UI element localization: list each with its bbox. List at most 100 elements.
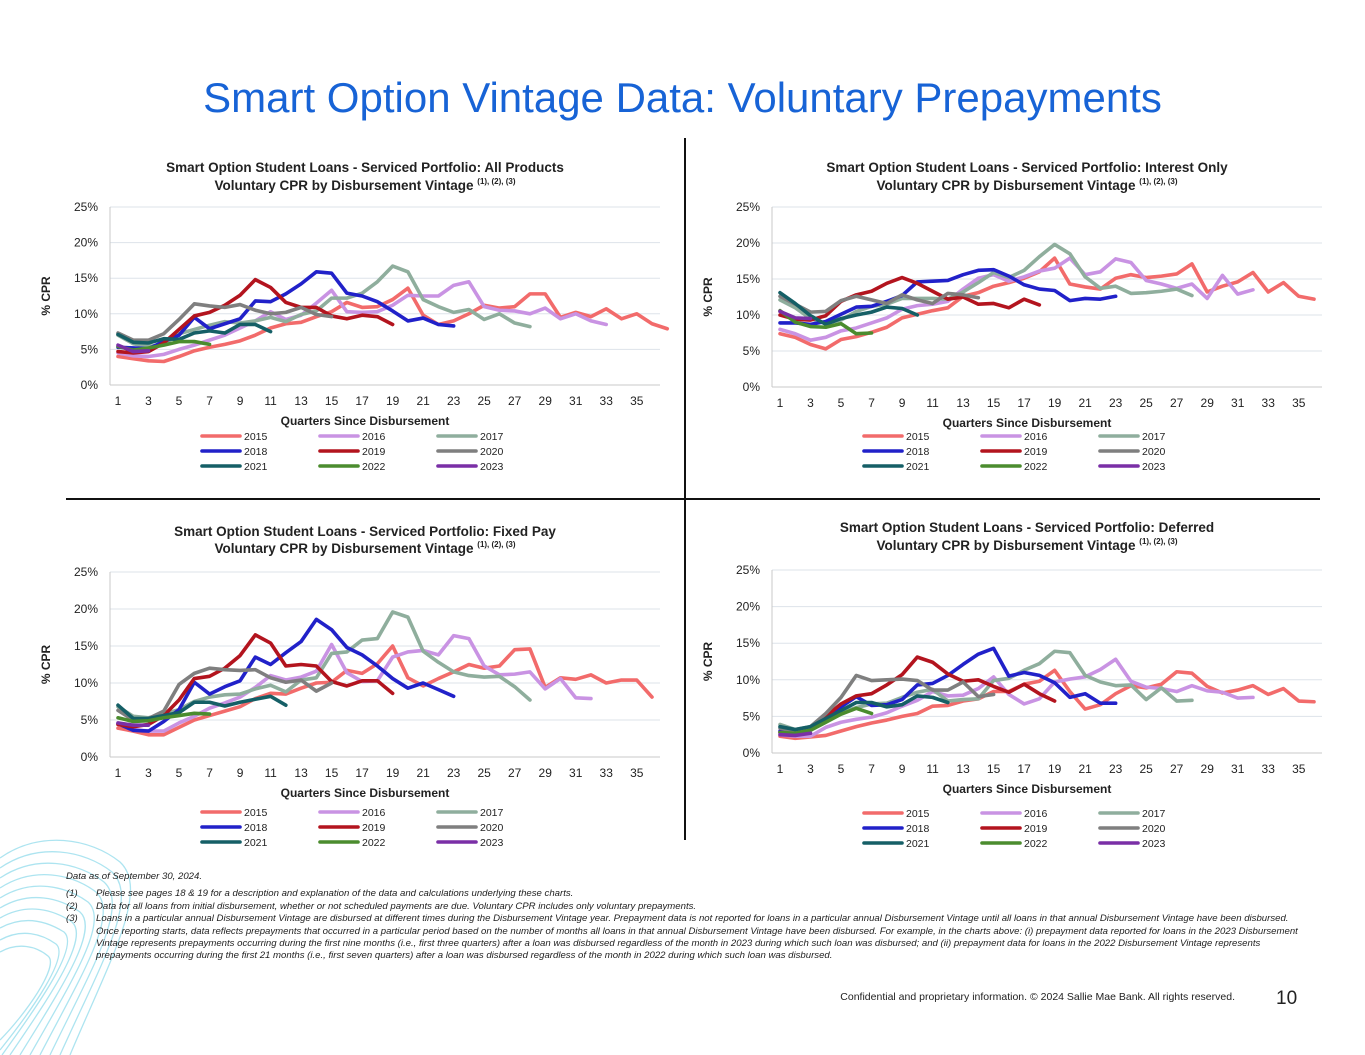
x-tick-label: 13 xyxy=(294,766,308,780)
y-axis-label: % CPR xyxy=(702,641,715,681)
y-tick-label: 5% xyxy=(81,342,99,356)
x-axis-label: Quarters Since Disbursement xyxy=(943,782,1112,796)
legend-label-2023: 2023 xyxy=(480,461,504,473)
x-tick-label: 23 xyxy=(447,766,461,780)
chart-title: Smart Option Student Loans - Serviced Po… xyxy=(826,160,1228,175)
series-line-2017 xyxy=(778,649,1194,732)
x-tick-label: 19 xyxy=(1048,396,1062,410)
x-axis-label: Quarters Since Disbursement xyxy=(943,416,1112,430)
x-tick-label: 35 xyxy=(630,394,644,408)
chart-all-products-svg: Smart Option Student Loans - Serviced Po… xyxy=(40,160,670,473)
legend-label-2015: 2015 xyxy=(906,808,930,820)
y-tick-label: 20% xyxy=(736,600,760,614)
series-line-2020 xyxy=(116,302,334,342)
x-tick-label: 29 xyxy=(539,394,553,408)
x-tick-label: 21 xyxy=(1078,762,1092,776)
series-line-2022 xyxy=(778,706,874,736)
y-tick-label: 15% xyxy=(74,639,98,653)
legend-label-2016: 2016 xyxy=(362,807,386,819)
footnotes: Data as of September 30, 2024. (1) Pleas… xyxy=(66,871,1306,963)
legend-label-2016: 2016 xyxy=(1024,431,1048,443)
series-line-2023 xyxy=(778,309,813,321)
x-tick-label: 19 xyxy=(1048,762,1062,776)
footnote-text: Loans in a particular annual Disbursemen… xyxy=(96,913,1298,962)
footnote-as-of: Data as of September 30, 2024. xyxy=(66,871,202,882)
x-tick-label: 31 xyxy=(569,766,583,780)
legend-label-2022: 2022 xyxy=(1024,461,1048,473)
y-tick-label: 15% xyxy=(736,636,760,650)
legend-label-2022: 2022 xyxy=(362,461,386,473)
legend-label-2016: 2016 xyxy=(362,431,386,443)
page-number: 10 xyxy=(1276,988,1298,1009)
chart-title: Smart Option Student Loans - Serviced Po… xyxy=(166,160,564,175)
series-line-2023 xyxy=(116,721,151,727)
x-tick-label: 17 xyxy=(355,394,369,408)
y-tick-label: 15% xyxy=(736,272,760,286)
x-tick-label: 23 xyxy=(447,394,461,408)
y-tick-label: 25% xyxy=(74,565,98,579)
legend-label-2022: 2022 xyxy=(1024,838,1048,850)
x-tick-label: 1 xyxy=(115,394,122,408)
x-tick-label: 21 xyxy=(1078,396,1092,410)
chart-subtitle: Voluntary CPR by Disbursement Vintage (1… xyxy=(214,177,515,193)
x-tick-label: 11 xyxy=(926,762,939,776)
x-tick-label: 9 xyxy=(899,396,906,410)
x-tick-label: 15 xyxy=(325,766,339,780)
x-tick-label: 11 xyxy=(926,396,939,410)
footnote-text: Data for all loans from initial disburse… xyxy=(96,900,697,912)
x-tick-label: 35 xyxy=(1292,396,1306,410)
chart-subtitle: Voluntary CPR by Disbursement Vintage (1… xyxy=(876,537,1177,553)
legend-label-2023: 2023 xyxy=(480,837,504,849)
series-line-2021 xyxy=(778,290,920,327)
page-title: Smart Option Vintage Data: Voluntary Pre… xyxy=(203,74,1162,121)
legend-label-2020: 2020 xyxy=(480,822,504,834)
series-line-2020 xyxy=(778,291,981,314)
series-line-2021 xyxy=(778,694,950,732)
y-tick-label: 5% xyxy=(81,713,99,727)
footnote-number: (1) xyxy=(66,888,78,900)
legend-label-2021: 2021 xyxy=(244,461,268,473)
series-line-2021 xyxy=(116,322,273,345)
legend-label-2022: 2022 xyxy=(362,837,386,849)
x-tick-label: 3 xyxy=(807,762,814,776)
x-axis-label: Quarters Since Disbursement xyxy=(281,786,450,800)
x-tick-label: 9 xyxy=(237,766,244,780)
y-axis-label: % CPR xyxy=(702,277,715,317)
series-line-2019 xyxy=(116,277,395,355)
chart-fixed-pay-svg: Smart Option Student Loans - Serviced Po… xyxy=(40,524,660,849)
y-axis-label: % CPR xyxy=(40,276,53,316)
series-line-2018 xyxy=(778,267,1118,327)
series-line-2021 xyxy=(116,694,288,721)
y-axis-label: % CPR xyxy=(40,644,53,684)
x-tick-label: 21 xyxy=(416,766,430,780)
x-tick-label: 7 xyxy=(206,766,213,780)
legend-label-2019: 2019 xyxy=(1024,446,1048,458)
y-tick-label: 20% xyxy=(74,602,98,616)
legend-label-2015: 2015 xyxy=(244,431,268,443)
chart-title: Smart Option Student Loans - Serviced Po… xyxy=(174,524,556,539)
footnote-3: (3) Loans in a particular annual Disburs… xyxy=(66,913,1306,963)
y-tick-label: 5% xyxy=(743,709,761,723)
x-tick-label: 25 xyxy=(1139,762,1153,776)
x-tick-label: 23 xyxy=(1109,396,1123,410)
x-tick-label: 1 xyxy=(777,396,784,410)
legend-label-2020: 2020 xyxy=(1142,446,1166,458)
legend-label-2015: 2015 xyxy=(244,807,268,819)
y-tick-label: 10% xyxy=(736,673,760,687)
x-tick-label: 31 xyxy=(1231,396,1245,410)
legend-label-2017: 2017 xyxy=(480,431,504,443)
x-tick-label: 29 xyxy=(539,766,553,780)
series-line-2023 xyxy=(116,343,151,354)
legend-label-2023: 2023 xyxy=(1142,461,1166,473)
legend-label-2016: 2016 xyxy=(1024,808,1048,820)
y-tick-label: 20% xyxy=(74,236,98,250)
chart-deferred-svg: Smart Option Student Loans - Serviced Po… xyxy=(702,520,1322,850)
y-tick-label: 20% xyxy=(736,236,760,250)
legend-label-2017: 2017 xyxy=(1142,808,1166,820)
legend-label-2023: 2023 xyxy=(1142,838,1166,850)
x-tick-label: 35 xyxy=(630,766,644,780)
chart-deferred: Smart Option Student Loans - Serviced Po… xyxy=(702,516,1332,856)
x-tick-label: 25 xyxy=(1139,396,1153,410)
legend-label-2018: 2018 xyxy=(906,446,930,458)
x-tick-label: 3 xyxy=(145,766,152,780)
